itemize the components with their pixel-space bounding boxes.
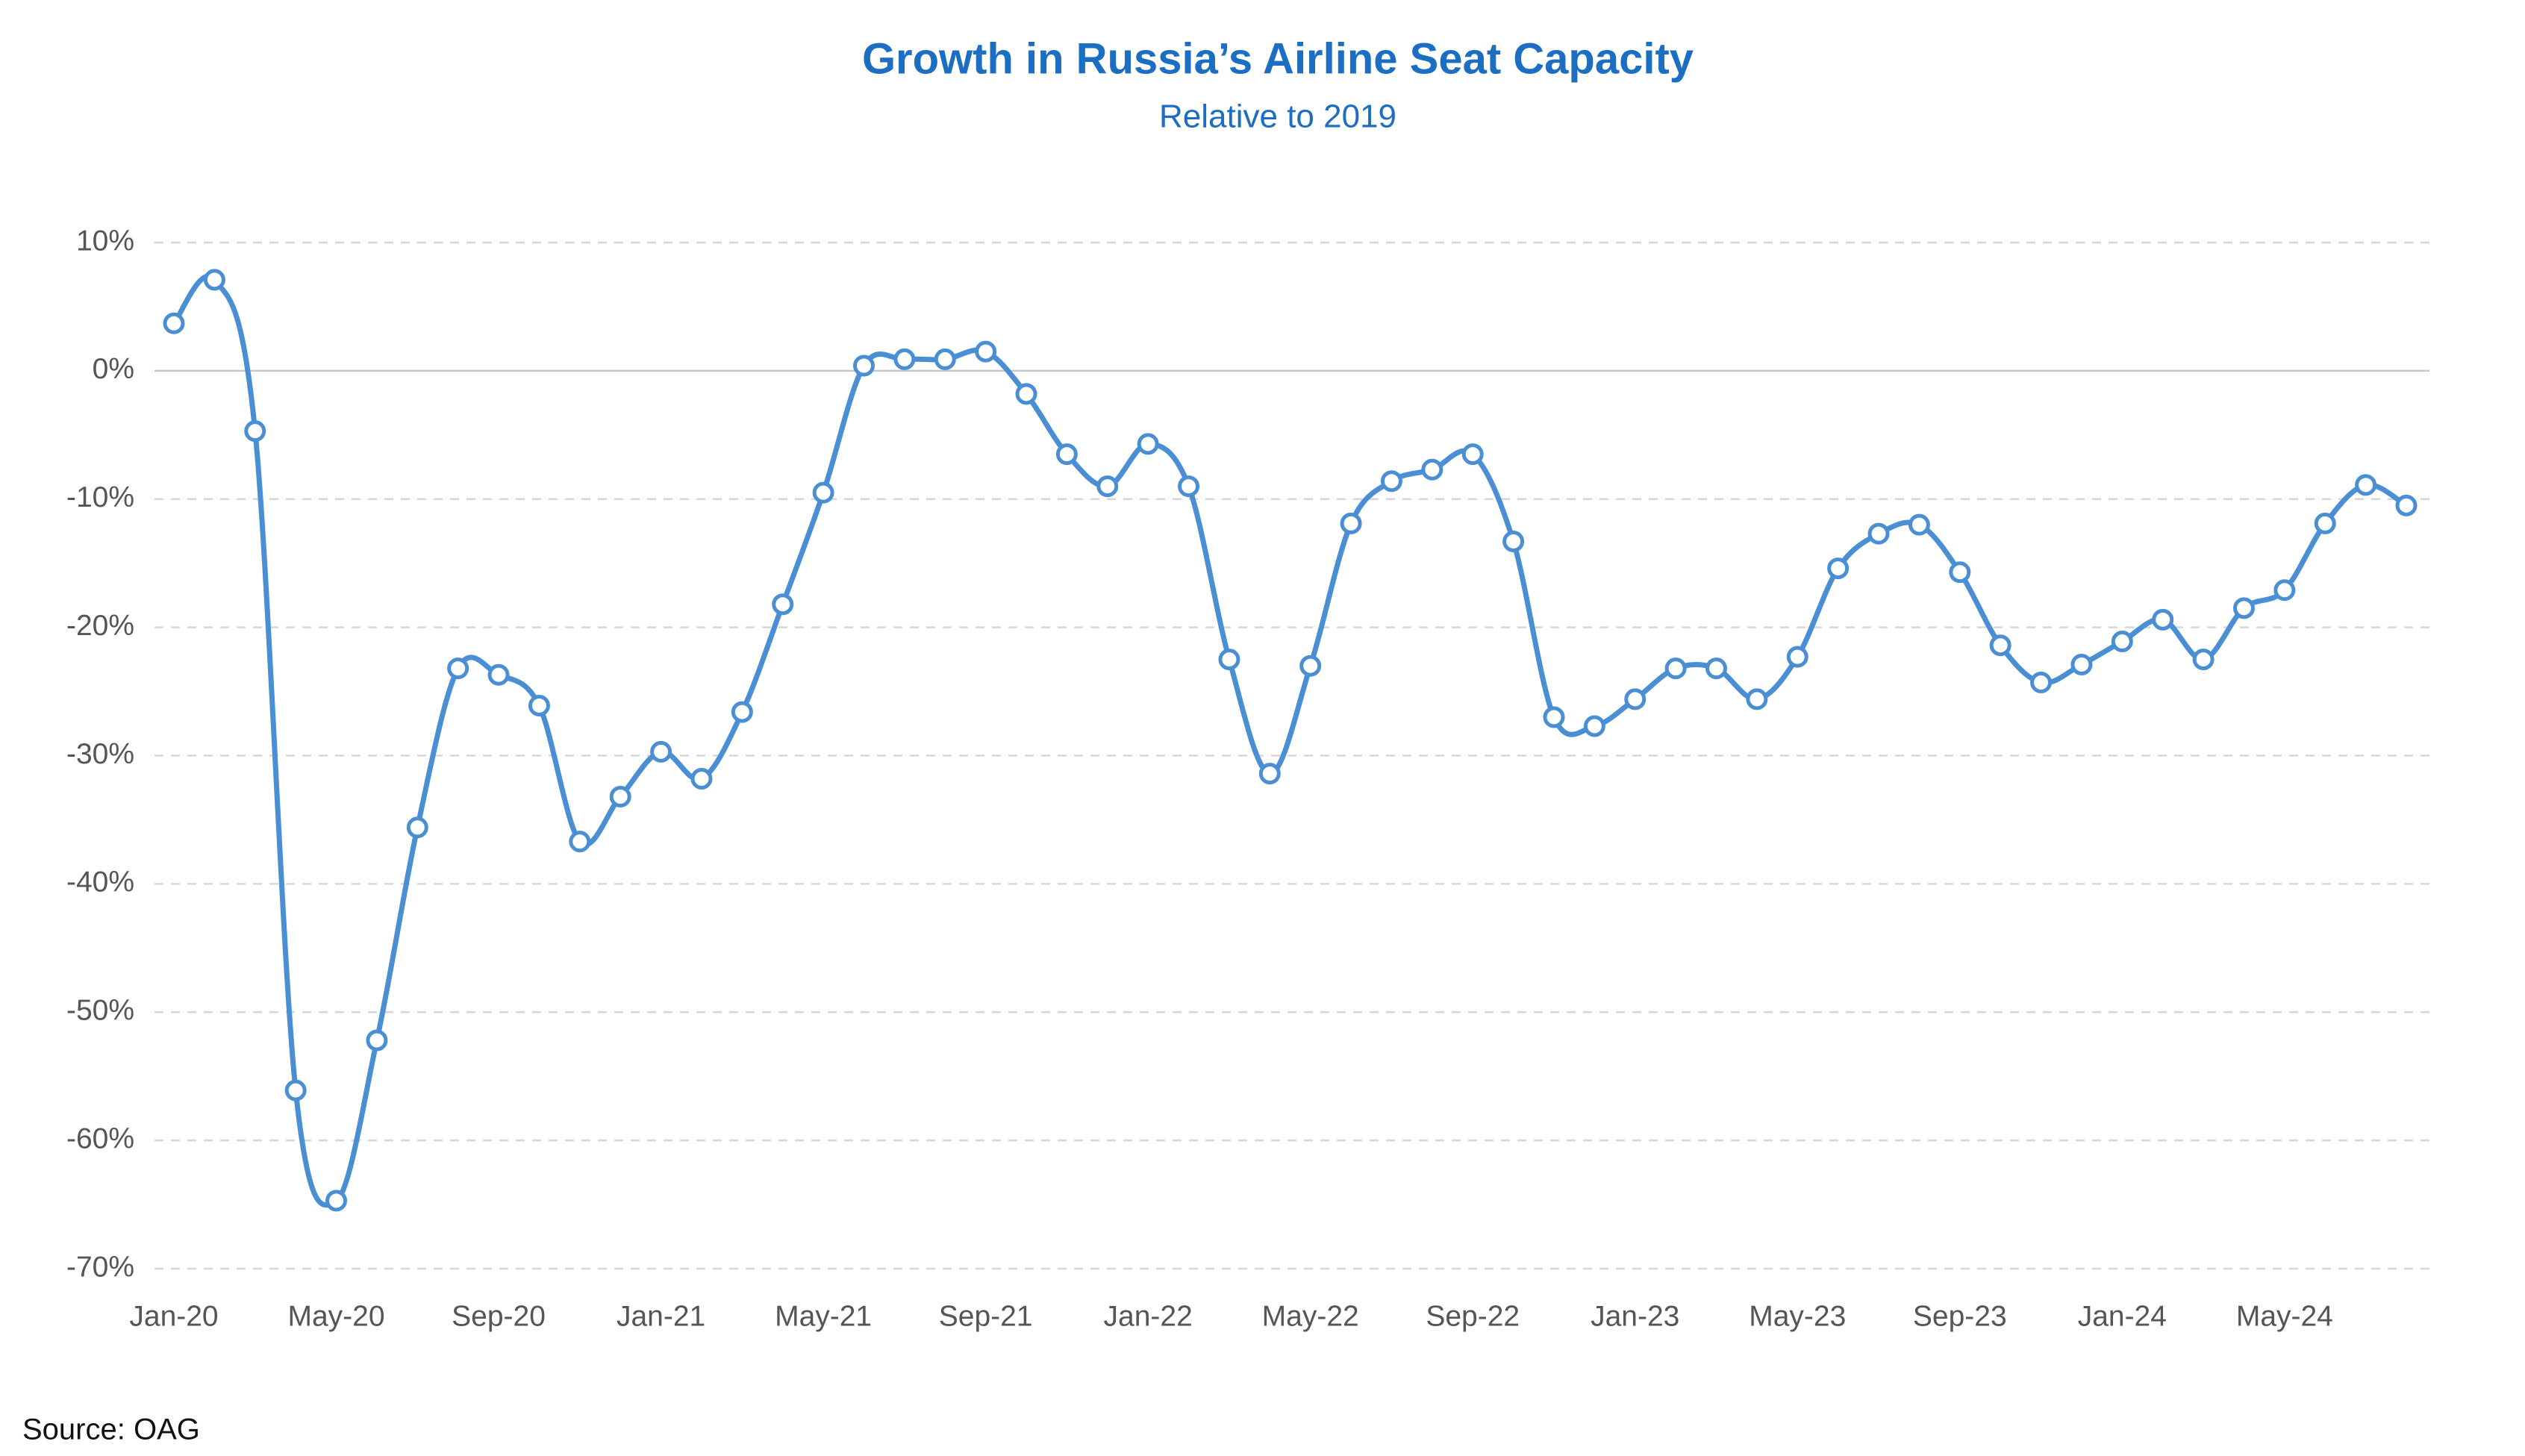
x-tick-label: May-24 (2236, 1300, 2333, 1332)
data-point (893, 348, 916, 370)
y-tick-label: -10% (66, 481, 134, 513)
data-point (1786, 646, 1808, 668)
data-point (1299, 654, 1322, 677)
data-point (2152, 608, 2174, 631)
data-point (1746, 688, 1768, 710)
data-point (1096, 475, 1119, 498)
data-point (163, 312, 185, 334)
data-point (2395, 494, 2418, 516)
data-point (1583, 715, 1605, 737)
x-tick-label: Jan-21 (617, 1300, 705, 1332)
data-point (1461, 443, 1484, 466)
data-point (975, 340, 997, 363)
data-point (1543, 706, 1565, 728)
source-note: Source: OAG (22, 1413, 200, 1446)
data-point (1664, 657, 1687, 680)
y-tick-label: -40% (66, 866, 134, 899)
data-point (284, 1079, 307, 1102)
y-tick-label: -70% (66, 1251, 134, 1283)
data-point (2192, 649, 2215, 671)
x-tick-label: May-23 (1749, 1300, 1846, 1332)
data-point (690, 767, 713, 790)
data-point (2070, 653, 2093, 675)
data-point (1624, 688, 1647, 710)
y-tick-label: -50% (66, 995, 134, 1027)
data-point (1055, 443, 1078, 466)
y-tick-label: -30% (66, 738, 134, 770)
data-point (2030, 672, 2053, 694)
data-point (528, 694, 550, 716)
y-tick-label: -60% (66, 1122, 134, 1155)
data-point (1218, 649, 1240, 671)
series-line (171, 273, 2409, 1208)
y-tick-label: -20% (66, 610, 134, 642)
y-tick-label: 10% (76, 225, 134, 257)
x-tick-label: Sep-22 (1426, 1300, 1520, 1332)
chart-title: Growth in Russia’s Airline Seat Capacity (862, 34, 1694, 83)
data-point (2314, 512, 2336, 534)
x-tick-label: Sep-20 (452, 1300, 546, 1332)
x-tick-label: May-22 (1262, 1300, 1359, 1332)
data-point (609, 786, 631, 807)
data-point (1949, 561, 1971, 584)
data-point (2273, 579, 2296, 602)
data-point (1178, 475, 1200, 498)
data-point (934, 348, 956, 370)
x-tick-label: Jan-24 (2078, 1300, 2167, 1332)
data-point (1137, 433, 1159, 455)
x-tick-label: Jan-20 (129, 1300, 218, 1332)
data-point (1258, 763, 1281, 785)
data-point (2232, 597, 2255, 619)
data-point (772, 593, 794, 616)
data-point (203, 269, 225, 291)
x-tick-label: Jan-23 (1591, 1300, 1679, 1332)
data-point (325, 1190, 348, 1212)
data-point (2111, 631, 2133, 653)
data-point (731, 701, 753, 723)
data-point (1827, 557, 1850, 580)
data-point (1989, 634, 2011, 657)
data-point (1340, 512, 1362, 534)
data-point (1908, 513, 1930, 536)
data-point (406, 816, 428, 839)
x-tick-label: Sep-21 (939, 1300, 1033, 1332)
data-point (1015, 383, 1037, 405)
data-point (487, 663, 510, 686)
data-point (812, 481, 834, 504)
data-point (852, 354, 875, 377)
data-point (569, 831, 591, 853)
data-point (366, 1029, 388, 1052)
data-point (1867, 522, 1890, 545)
x-tick-label: Jan-22 (1104, 1300, 1193, 1332)
data-point (1705, 657, 1728, 680)
data-point (2355, 474, 2377, 496)
data-point (650, 740, 672, 763)
data-point (447, 657, 469, 680)
x-tick-label: Sep-23 (1913, 1300, 2007, 1332)
data-point (244, 420, 266, 443)
data-point (1502, 530, 1525, 552)
data-point (1380, 470, 1402, 493)
y-tick-label: 0% (93, 353, 134, 385)
chart-subtitle: Relative to 2019 (1159, 99, 1396, 135)
x-tick-label: May-20 (288, 1300, 385, 1332)
x-tick-label: May-21 (775, 1300, 872, 1332)
data-point (1421, 458, 1443, 481)
